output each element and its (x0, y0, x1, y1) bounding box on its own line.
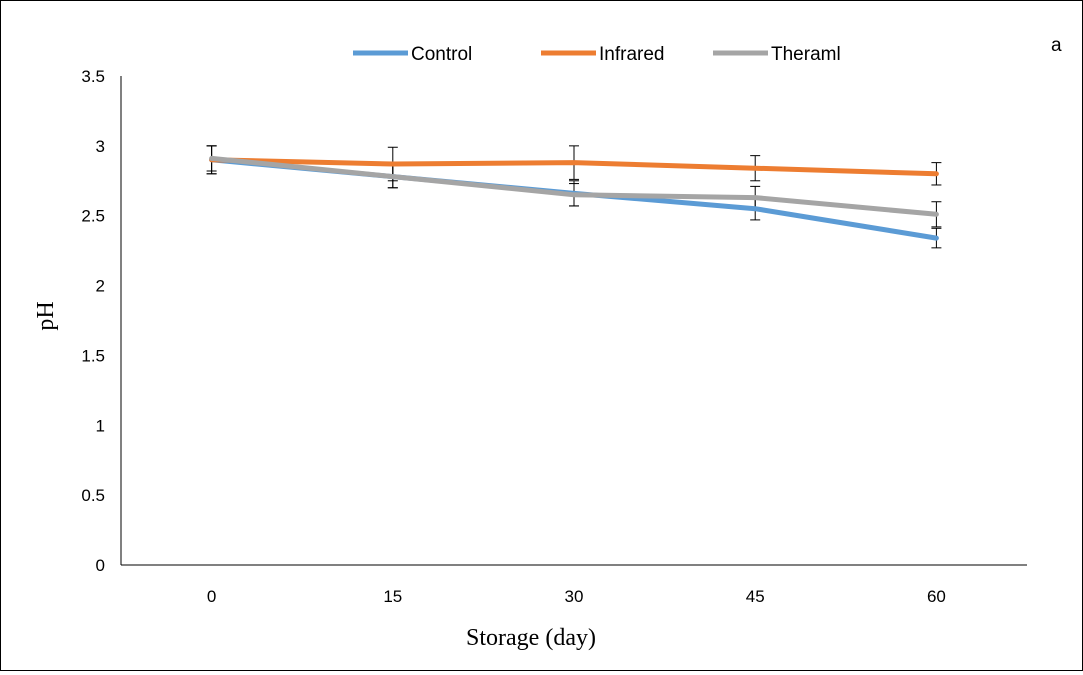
x-tick-label: 30 (565, 587, 584, 606)
legend-label: Theraml (771, 44, 841, 65)
y-tick-label: 0.5 (81, 486, 105, 505)
legend-label: Control (411, 44, 472, 65)
legend-item: Theraml (713, 44, 841, 65)
series-line (209, 155, 939, 217)
y-axis-title: pH (33, 301, 59, 330)
x-tick-label: 0 (207, 587, 216, 606)
x-tick-labels: 0 15 30 45 60 (207, 587, 946, 606)
y-tick-label: 1.5 (81, 346, 105, 365)
legend-item: Infrared (541, 44, 664, 65)
series-lines (209, 155, 939, 241)
x-tick-label: 60 (927, 587, 946, 606)
legend-label: Infrared (599, 44, 664, 65)
y-tick-label: 3 (96, 137, 105, 156)
y-tick-label: 1 (96, 416, 105, 435)
x-axis-title: Storage (day) (466, 625, 596, 651)
panel-label: a (1051, 35, 1062, 56)
series-line (209, 157, 939, 177)
x-tick-label: 45 (746, 587, 765, 606)
x-tick-label: 15 (383, 587, 402, 606)
y-tick-label: 0 (96, 556, 105, 575)
y-tick-labels: 0 0.5 1 1.5 2 2.5 3 3.5 (81, 67, 105, 575)
legend-item: Control (353, 44, 472, 65)
y-tick-label: 2.5 (81, 207, 105, 226)
axes (120, 76, 1027, 566)
legend: Control Infrared Theraml (353, 44, 841, 65)
y-tick-label: 2 (96, 277, 105, 296)
y-tick-label: 3.5 (81, 67, 105, 86)
